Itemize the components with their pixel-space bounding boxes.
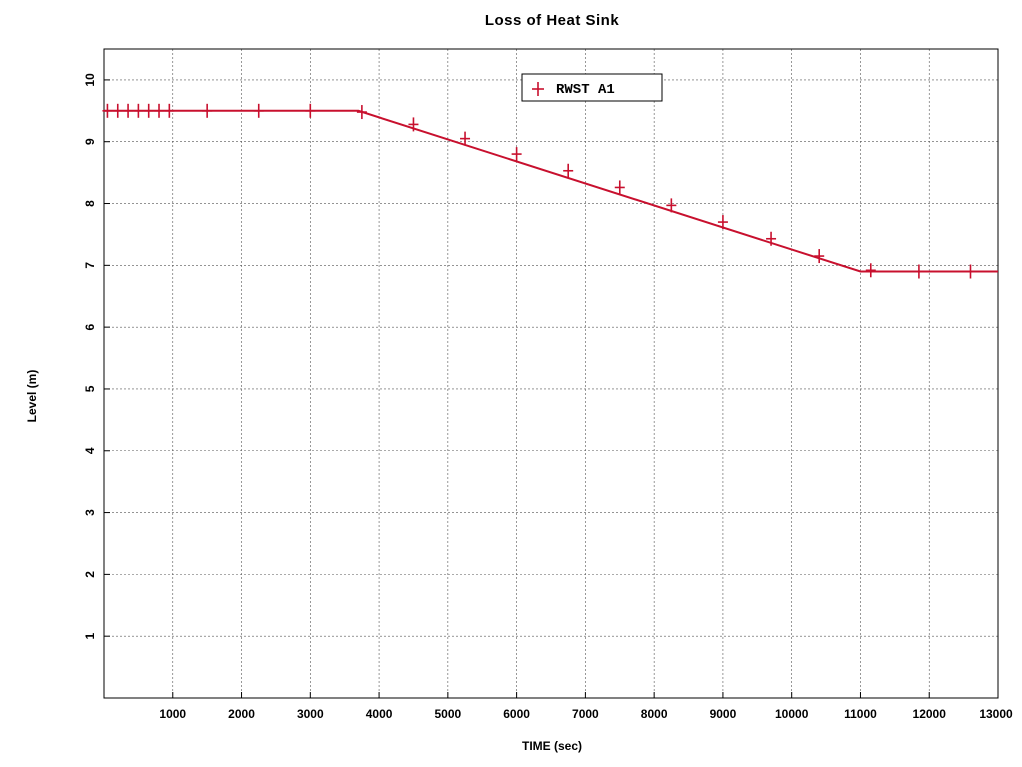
data-point: [202, 103, 213, 118]
legend-marker-icon: [532, 82, 544, 96]
y-tick-label: 1: [83, 633, 97, 640]
data-point: [666, 198, 677, 213]
legend: RWST A1: [521, 73, 663, 102]
chart-title: Loss of Heat Sink: [485, 12, 620, 29]
x-tick-label: 6000: [503, 707, 530, 721]
y-axis: 1 2 3 4 5 6 7 8 9 10: [83, 73, 110, 640]
x-tick-label: 4000: [366, 707, 393, 721]
data-point: [965, 264, 976, 279]
y-tick-label: 7: [83, 262, 97, 269]
series-rwst-a1: [102, 103, 998, 279]
x-tick-label: 5000: [434, 707, 461, 721]
x-axis: 1000 2000 3000 4000 5000 6000 7000 8000 9000 1000…: [159, 692, 1013, 721]
plot-frame: [103, 48, 999, 699]
y-axis-label: Level (m): [25, 370, 39, 423]
y-tick-label: 10: [83, 73, 97, 87]
data-point: [460, 131, 471, 146]
data-point: [766, 231, 777, 246]
data-point: [563, 163, 574, 178]
y-tick-label: 6: [83, 323, 97, 330]
x-tick-label: 7000: [572, 707, 599, 721]
x-tick-label: 12000: [913, 707, 947, 721]
data-point: [133, 103, 144, 118]
y-tick-label: 3: [83, 509, 97, 516]
x-tick-label: 11000: [844, 707, 877, 721]
data-point: [143, 103, 154, 118]
data-point: [511, 147, 522, 162]
x-tick-label: 2000: [228, 707, 255, 721]
data-point: [865, 263, 876, 278]
data-point: [253, 103, 264, 118]
data-point: [123, 103, 134, 118]
x-tick-label: 3000: [297, 707, 324, 721]
data-point: [717, 215, 728, 230]
data-point: [112, 103, 123, 118]
data-point: [814, 249, 825, 264]
data-point: [102, 103, 113, 118]
x-tick-label: 9000: [710, 707, 737, 721]
data-point: [614, 180, 625, 195]
data-point: [154, 103, 165, 118]
y-tick-label: 2: [83, 571, 97, 578]
x-axis-label: TIME (sec): [522, 739, 582, 753]
legend-box: [521, 73, 663, 102]
x-tick-label: 8000: [641, 707, 668, 721]
data-point: [356, 105, 367, 120]
series-line: [104, 109, 998, 273]
legend-label: RWST A1: [556, 82, 615, 98]
data-point: [305, 103, 316, 118]
y-tick-label: 5: [83, 385, 97, 392]
x-tick-label: 10000: [775, 707, 809, 721]
grid: [104, 49, 998, 698]
x-tick-label: 1000: [159, 707, 186, 721]
data-point: [408, 117, 419, 132]
data-point: [913, 264, 924, 279]
x-tick-label: 13000: [979, 707, 1013, 721]
data-point: [164, 103, 175, 118]
y-tick-label: 4: [83, 447, 97, 454]
y-tick-label: 8: [83, 200, 97, 207]
y-tick-label: 9: [83, 138, 97, 145]
